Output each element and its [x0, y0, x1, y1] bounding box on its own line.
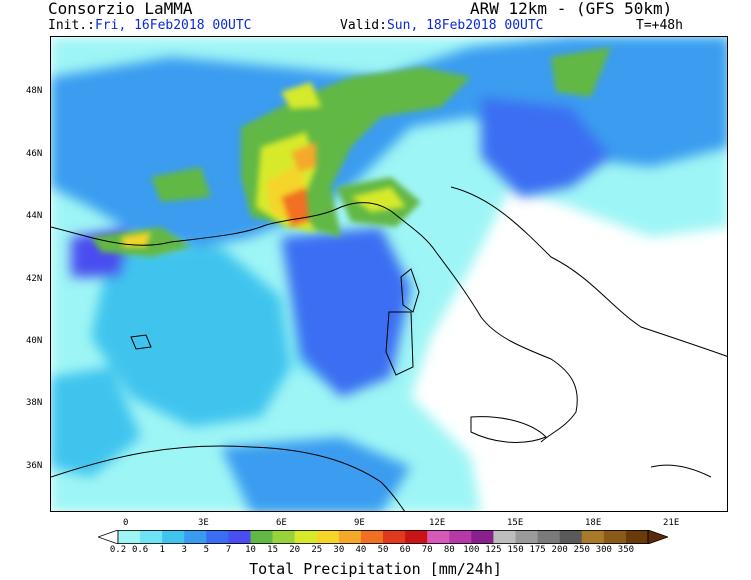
colorbar-cell — [272, 530, 295, 544]
lon-label: 6E — [276, 518, 287, 528]
valid-label: Valid: — [340, 18, 387, 33]
colorbar-value: 7 — [225, 545, 232, 555]
colorbar-cell — [471, 530, 494, 544]
colorbar-value: 40 — [355, 545, 367, 555]
init-value: Fri, 16Feb2018 00UTC — [94, 18, 252, 33]
colorbar-cell — [316, 530, 340, 544]
colorbar-cell — [338, 530, 362, 544]
colorbar-value: 1 — [159, 545, 165, 555]
colorbar-value: 3 — [181, 545, 187, 555]
colorbar-outline — [117, 530, 649, 544]
colorbar-value: 150 — [507, 545, 524, 555]
colorbar-value: 250 — [573, 545, 590, 555]
colorbar-cell — [383, 530, 406, 544]
colorbar-value: 25 — [311, 545, 323, 555]
colorbar-value: 100 — [463, 545, 480, 555]
colorbar-cell — [625, 530, 649, 544]
lon-label: 0 — [123, 518, 129, 528]
colorbar-low-tip — [98, 530, 119, 544]
lat-label: 36N — [26, 461, 43, 471]
colorbar-value: 200 — [551, 545, 568, 555]
precip-moderate-area — [51, 37, 727, 511]
colorbar-cell — [493, 530, 516, 544]
colorbar-cell — [140, 530, 163, 544]
init-time: Init.:Fri, 16Feb2018 00UTC — [48, 18, 252, 33]
colorbar-cell — [559, 530, 583, 544]
colorbar-value: 10 — [245, 545, 256, 555]
colorbar-value: 125 — [485, 545, 502, 555]
coastlines — [51, 186, 727, 511]
lon-label: 18E — [585, 518, 602, 528]
colorbar-cell — [515, 530, 538, 544]
precipitation-field — [51, 37, 727, 511]
lon-label: 12E — [429, 518, 446, 528]
colorbar-value: 20 — [289, 545, 301, 555]
valid-value: Sun, 18Feb2018 00UTC — [386, 18, 544, 33]
valid-time: Valid:Sun, 18Feb2018 00UTC — [340, 18, 544, 33]
colorbar-value: 350 — [617, 545, 635, 555]
lon-label: 9E — [354, 518, 365, 528]
lat-label: 46N — [26, 149, 43, 159]
lat-label: 40N — [26, 336, 43, 346]
colorbar-value: 80 — [443, 545, 455, 555]
lat-label: 48N — [26, 86, 43, 96]
forecast-timestep: T=+48h — [636, 18, 683, 33]
precipitation-map — [50, 36, 728, 512]
colorbar-value: 300 — [595, 545, 612, 555]
colorbar-value: 5 — [203, 545, 210, 555]
colorbar-cell — [228, 530, 251, 544]
colorbar-value: 0.2 — [109, 545, 127, 555]
colorbar-title: Total Precipitation [mm/24h] — [249, 560, 502, 578]
model-title: ARW 12km - (GFS 50km) — [470, 0, 673, 18]
colorbar-value: 0.6 — [131, 545, 149, 555]
colorbar-value: 70 — [421, 545, 433, 555]
colorbar-value: 50 — [377, 545, 389, 555]
lat-label: 42N — [26, 274, 43, 284]
colorbar-cell — [360, 530, 384, 544]
colorbar-cell — [162, 530, 185, 544]
colorbar-cell — [206, 530, 229, 544]
precip-heavy-area — [121, 82, 406, 247]
colorbar-cell — [581, 530, 605, 544]
init-label: Init.: — [48, 18, 95, 33]
colorbar-value: 15 — [267, 545, 278, 555]
lon-label: 15E — [507, 518, 524, 528]
colorbar — [98, 530, 668, 544]
colorbar-high-tip — [647, 530, 668, 544]
lat-label: 44N — [26, 211, 43, 221]
colorbar-cell — [449, 530, 472, 544]
colorbar-value: 30 — [333, 545, 345, 555]
colorbar-cell — [405, 530, 428, 544]
lon-label: 21E — [663, 518, 680, 528]
lon-label: 3E — [198, 518, 209, 528]
colorbar-cell — [294, 530, 318, 544]
colorbar-cell — [118, 530, 141, 544]
colorbar-value: 60 — [399, 545, 411, 555]
colorbar-cell — [537, 530, 560, 544]
colorbar-cell — [603, 530, 627, 544]
colorbar-cell — [184, 530, 207, 544]
colorbar-cell — [427, 530, 450, 544]
colorbar-value: 175 — [529, 545, 546, 555]
brand-title: Consorzio LaMMA — [48, 0, 193, 18]
lat-label: 38N — [26, 398, 43, 408]
colorbar-cell — [250, 530, 273, 544]
